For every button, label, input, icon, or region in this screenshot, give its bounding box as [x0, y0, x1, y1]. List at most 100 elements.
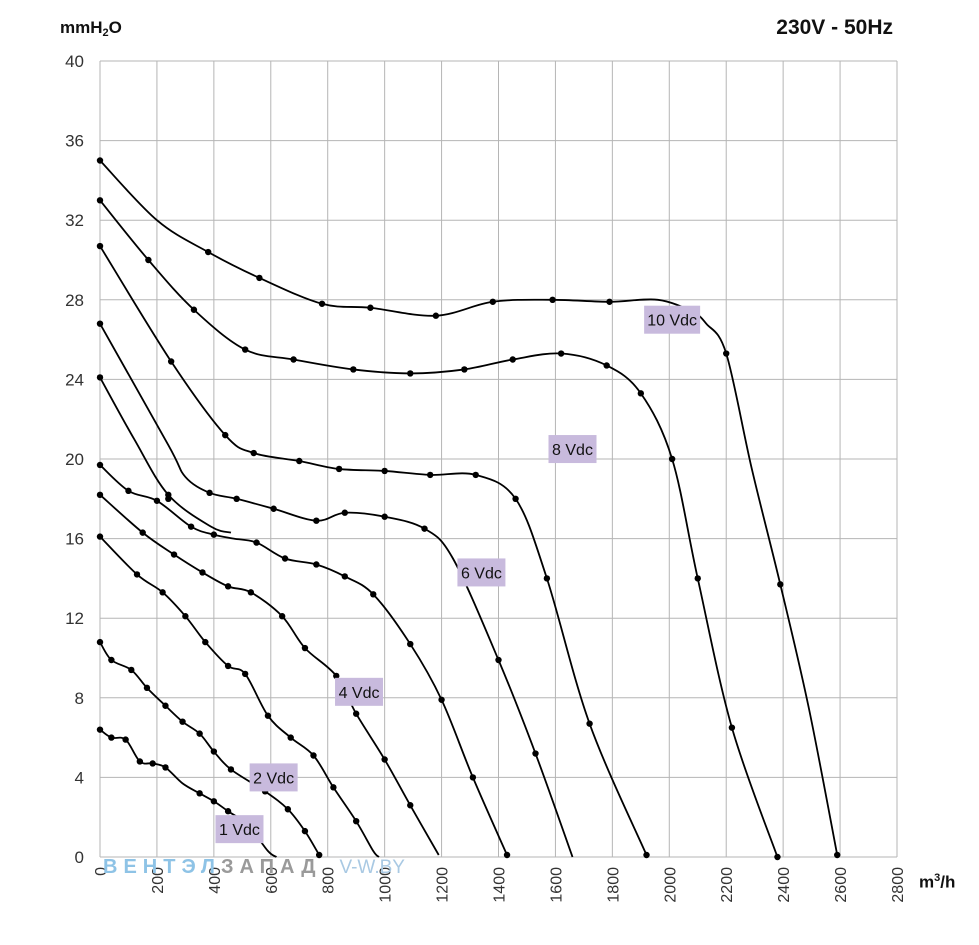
data-point [96, 197, 104, 204]
data-point [296, 457, 303, 465]
x-tick-label: 400 [207, 867, 224, 894]
data-point [381, 756, 388, 763]
data-point [159, 589, 166, 596]
x-tick-label: 1000 [378, 867, 395, 903]
data-point [224, 583, 232, 590]
data-point [310, 752, 317, 759]
y-tick-label: 28 [65, 291, 84, 310]
data-point [287, 734, 294, 741]
data-point [253, 539, 260, 546]
data-point [96, 491, 104, 499]
data-point [210, 798, 218, 805]
data-point [153, 497, 161, 504]
data-point [461, 366, 468, 373]
data-point [381, 467, 388, 475]
y-tick-label: 12 [65, 609, 84, 628]
watermark: ВЕНТЭЛЗАПАД V-W.BY [103, 856, 405, 879]
data-point [668, 455, 676, 463]
series-line [99, 464, 508, 856]
data-point [264, 712, 272, 719]
data-point [224, 662, 232, 670]
watermark-url: V-W.BY [339, 857, 405, 878]
x-tick-label: 2000 [662, 867, 679, 903]
data-point [202, 638, 209, 646]
series-label: 6 Vdc [461, 565, 502, 582]
chart-title: 230V - 50Hz [776, 16, 893, 39]
data-point [250, 449, 257, 457]
data-point [182, 613, 189, 620]
x-tick-label: 1600 [548, 867, 565, 903]
data-point [421, 525, 428, 532]
x-tick-label: 2600 [833, 867, 850, 903]
data-point [241, 670, 249, 678]
data-point [694, 575, 701, 582]
data-point [139, 529, 146, 536]
data-point [341, 573, 348, 580]
data-point [643, 851, 650, 859]
watermark-part1: ВЕНТЭЛ [103, 856, 221, 878]
data-point [290, 356, 297, 363]
y-tick-label: 0 [75, 848, 84, 867]
data-point [341, 509, 348, 516]
y-tick-label: 24 [65, 370, 84, 389]
y-tick-label: 32 [65, 211, 84, 230]
data-point [170, 551, 178, 558]
data-point [407, 802, 414, 809]
data-point [96, 726, 104, 733]
x-tick-label: 2400 [776, 867, 793, 903]
data-point [333, 672, 340, 680]
data-point [834, 851, 841, 859]
data-point [96, 157, 104, 164]
data-point [603, 362, 610, 369]
data-point [122, 736, 129, 743]
y-tick-label: 4 [75, 768, 84, 787]
data-point [407, 370, 414, 377]
data-point [233, 495, 240, 502]
data-point [247, 589, 255, 596]
series-label-box [335, 677, 384, 706]
data-point [723, 350, 730, 357]
series-line [99, 376, 232, 534]
series-label-box [457, 558, 506, 587]
data-point [227, 766, 235, 773]
series-label-box [644, 305, 701, 334]
data-point [199, 569, 206, 576]
x-tick-label: 800 [321, 867, 338, 894]
data-point [206, 489, 213, 497]
x-tick-label: 600 [264, 867, 281, 894]
data-point [108, 656, 115, 664]
data-point [136, 758, 144, 765]
data-point [281, 555, 289, 562]
data-point [162, 764, 169, 771]
data-point [774, 853, 781, 861]
data-point [190, 306, 198, 313]
data-point [301, 827, 309, 835]
data-point [438, 696, 445, 703]
data-point [495, 656, 502, 664]
x-tick-label: 1800 [605, 867, 622, 903]
series-line [99, 245, 648, 856]
data-point [512, 495, 519, 502]
x-tick-label: 0 [93, 867, 110, 876]
data-point [543, 575, 551, 582]
x-tick-label: 1200 [435, 867, 452, 903]
data-point [381, 513, 388, 520]
data-point [187, 523, 195, 530]
data-point [370, 591, 377, 598]
data-point [352, 710, 360, 717]
data-point [313, 517, 320, 524]
data-point [426, 471, 434, 479]
series-line [99, 641, 320, 856]
data-point [96, 461, 104, 469]
y-tick-label: 40 [65, 52, 84, 71]
data-point [222, 431, 229, 439]
x-axis-unit: m3/h [919, 872, 956, 892]
data-point [165, 495, 172, 502]
data-point [162, 702, 169, 709]
data-point [335, 465, 343, 473]
data-point [509, 356, 516, 363]
series-line [99, 199, 779, 858]
data-point [469, 774, 477, 781]
data-point [313, 561, 320, 568]
